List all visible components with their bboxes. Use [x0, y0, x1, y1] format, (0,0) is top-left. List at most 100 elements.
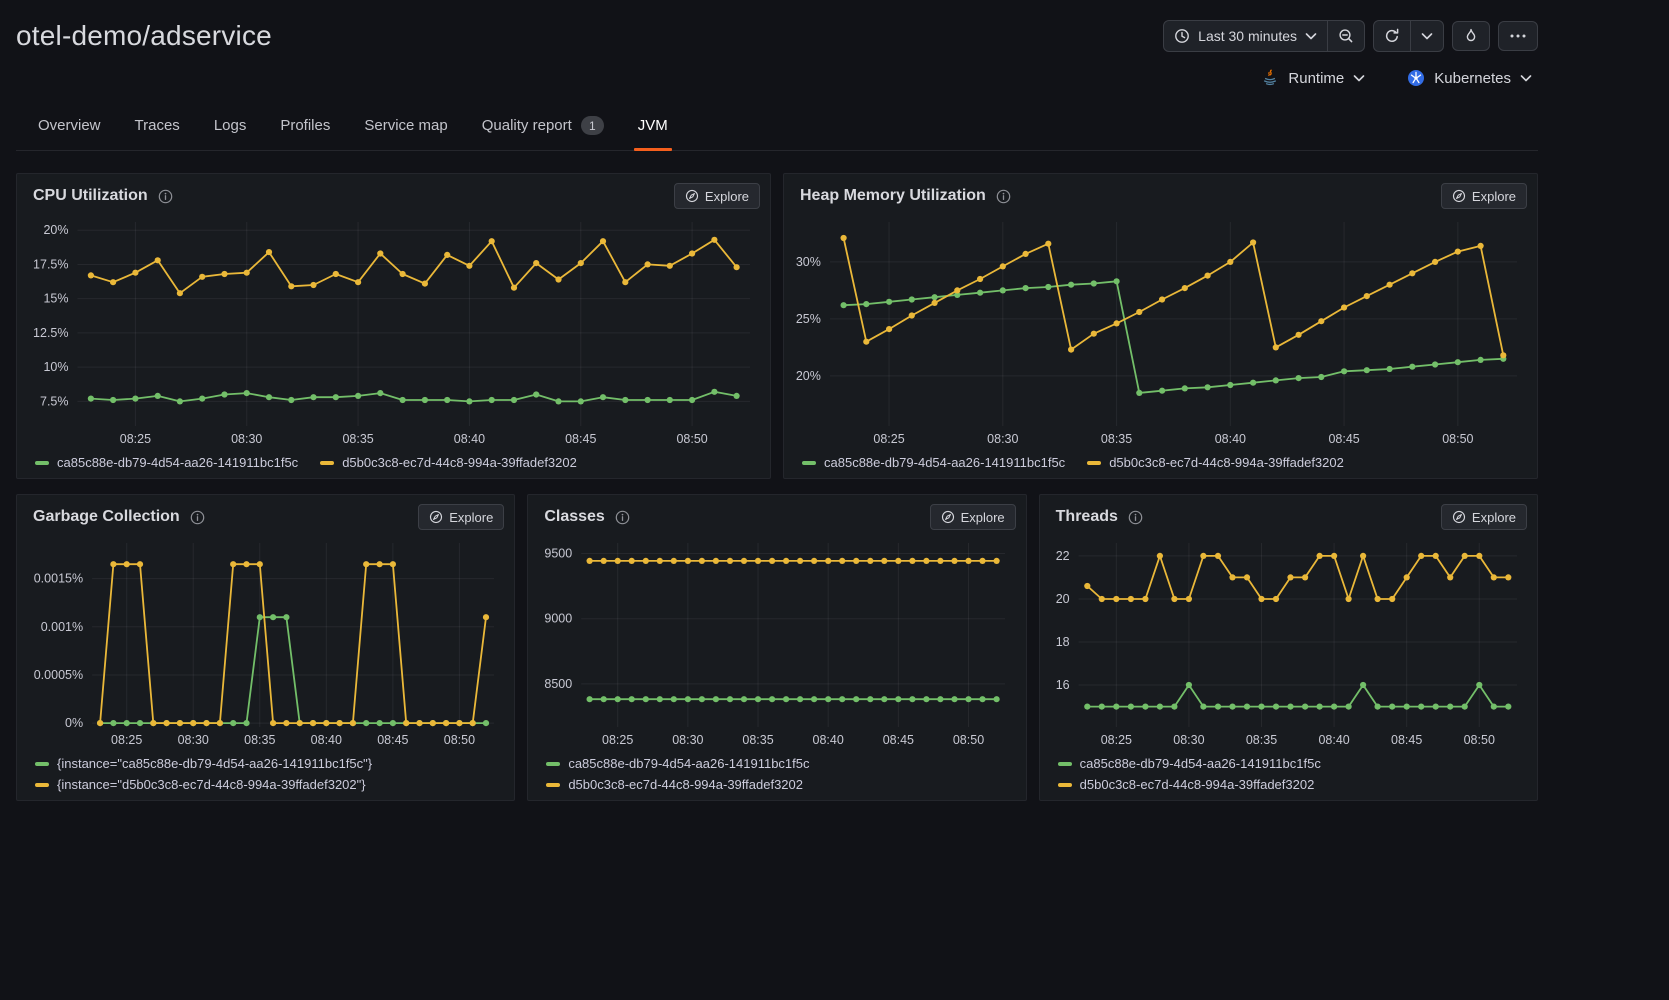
explore-button[interactable]: Explore [673, 183, 760, 209]
refresh-interval-dropdown[interactable] [1410, 21, 1443, 51]
flame-icon [1463, 28, 1479, 44]
legend-item[interactable]: d5b0c3c8-ec7d-44c8-994a-39ffadef3202 [546, 777, 803, 792]
compass-icon [1452, 510, 1466, 524]
cpu-utilization-plot: 08:25 08:30 08:35 08:40 08:45 08:50 7.5% 10% 12.… [33, 222, 750, 446]
explore-label: Explore [449, 509, 494, 525]
tab-service-map[interactable]: Service map [350, 104, 461, 150]
svg-text:20%: 20% [796, 369, 821, 383]
panel-header: Garbage Collection Explore [27, 501, 505, 533]
tab-label: Traces [134, 117, 180, 134]
svg-text:08:35: 08:35 [244, 733, 275, 747]
grafana-dashboard-page: otel-demo/adservice Last 30 minutes [0, 0, 1669, 801]
svg-text:9500: 9500 [545, 546, 573, 560]
panel-heap-memory-utilization: Heap Memory Utilization Explore 08:25 08:30… [783, 173, 1538, 479]
svg-text:08:30: 08:30 [987, 432, 1018, 446]
tab-jvm[interactable]: JVM [624, 104, 682, 151]
more-options-button[interactable] [1498, 21, 1538, 51]
info-icon[interactable] [190, 510, 205, 525]
svg-text:0.001%: 0.001% [41, 620, 83, 634]
panel-title: Garbage Collection [33, 508, 180, 525]
info-icon[interactable] [1128, 510, 1143, 525]
svg-text:08:30: 08:30 [178, 733, 209, 747]
cpu-utilization-chart[interactable]: 08:25 08:30 08:35 08:40 08:45 08:50 7.5% 10% 12.… [27, 212, 760, 450]
explore-button[interactable]: Explore [1440, 183, 1527, 209]
legend-item[interactable]: d5b0c3c8-ec7d-44c8-994a-39ffadef3202 [1057, 777, 1315, 792]
info-icon[interactable] [996, 189, 1011, 204]
tab-logs[interactable]: Logs [200, 104, 261, 150]
info-icon[interactable] [615, 510, 630, 525]
svg-text:9000: 9000 [545, 612, 573, 626]
legend-item[interactable]: ca85c88e-db79-4d54-aa26-141911bc1f5c [802, 455, 1065, 470]
svg-text:08:30: 08:30 [231, 432, 262, 446]
svg-text:08:25: 08:25 [873, 432, 904, 446]
svg-text:20: 20 [1055, 592, 1069, 606]
panel-legend: ca85c88e-db79-4d54-aa26-141911bc1f5c d5b0… [794, 450, 1527, 470]
svg-text:18: 18 [1055, 635, 1069, 649]
svg-text:15%: 15% [43, 292, 68, 306]
panel-title: Classes [544, 508, 605, 525]
explore-button[interactable]: Explore [1440, 504, 1527, 530]
garbage-collection-chart[interactable]: 08:25 08:30 08:35 08:40 08:45 08:50 0% 0.0005% 0… [27, 533, 504, 751]
kubernetes-selector[interactable]: Kubernetes [1401, 68, 1538, 88]
java-icon [1261, 69, 1279, 87]
panel-legend: ca85c88e-db79-4d54-aa26-141911bc1f5c d5b0… [538, 751, 1015, 792]
panel-classes: Classes Explore 08:25 08:30 08:35 08:40 08:45 0… [527, 494, 1027, 801]
chevron-down-icon [1421, 32, 1433, 40]
legend-item[interactable]: d5b0c3c8-ec7d-44c8-994a-39ffadef3202 [320, 455, 577, 470]
panel-legend: {instance="ca85c88e-db79-4d54-aa26-14191… [27, 751, 504, 792]
heap-memory-utilization-chart[interactable]: 08:25 08:30 08:35 08:40 08:45 08:50 20% 25% 30% [794, 212, 1527, 450]
refresh-button[interactable] [1374, 21, 1410, 51]
tab-label: Overview [38, 117, 101, 134]
legend-marker [546, 782, 561, 787]
svg-text:08:35: 08:35 [1101, 432, 1132, 446]
compass-icon [685, 189, 699, 203]
page-header: otel-demo/adservice Last 30 minutes [0, 0, 1669, 52]
panel-header: Classes Explore [538, 501, 1016, 533]
legend-item[interactable]: d5b0c3c8-ec7d-44c8-994a-39ffadef3202 [1087, 455, 1344, 470]
threads-chart[interactable]: 08:25 08:30 08:35 08:40 08:45 08:50 16 18 20 22 [1050, 533, 1527, 751]
svg-text:08:40: 08:40 [454, 432, 485, 446]
legend-label: ca85c88e-db79-4d54-aa26-141911bc1f5c [1079, 756, 1321, 771]
scope-selectors: Runtime Kubernetes [0, 52, 1669, 88]
flame-button[interactable] [1452, 21, 1490, 51]
time-controls-group: Last 30 minutes [1163, 20, 1365, 52]
legend-item[interactable]: {instance="ca85c88e-db79-4d54-aa26-14191… [35, 756, 372, 771]
svg-text:08:50: 08:50 [1442, 432, 1473, 446]
explore-button[interactable]: Explore [418, 504, 505, 530]
svg-text:08:25: 08:25 [1100, 733, 1131, 747]
kubernetes-icon [1407, 69, 1425, 87]
compass-icon [941, 510, 955, 524]
explore-button[interactable]: Explore [929, 504, 1016, 530]
tab-profiles[interactable]: Profiles [266, 104, 344, 150]
tab-label: Profiles [280, 117, 331, 134]
tab-traces[interactable]: Traces [121, 104, 194, 150]
tab-overview[interactable]: Overview [24, 104, 115, 150]
svg-text:17.5%: 17.5% [33, 257, 68, 271]
zoom-out-button[interactable] [1327, 21, 1364, 51]
svg-text:08:30: 08:30 [673, 733, 704, 747]
panel-title: Threads [1055, 508, 1118, 525]
classes-chart[interactable]: 08:25 08:30 08:35 08:40 08:45 08:50 8500 9000 95… [538, 533, 1015, 751]
svg-text:0.0005%: 0.0005% [34, 668, 83, 682]
legend-marker [1087, 460, 1102, 465]
legend-item[interactable]: {instance="d5b0c3c8-ec7d-44c8-994a-39ffa… [35, 777, 366, 792]
legend-item[interactable]: ca85c88e-db79-4d54-aa26-141911bc1f5c [35, 455, 298, 470]
tab-quality-report[interactable]: Quality report 1 [468, 104, 618, 150]
dashboard-grid: CPU Utilization Explore 08:25 08:30 08:35 08:… [16, 173, 1538, 801]
legend-marker [1057, 782, 1072, 787]
threads-plot: 08:25 08:30 08:35 08:40 08:45 08:50 16 18 20 22 [1055, 543, 1517, 747]
legend-label: d5b0c3c8-ec7d-44c8-994a-39ffadef3202 [1079, 777, 1315, 792]
info-icon[interactable] [158, 189, 173, 204]
svg-text:08:35: 08:35 [342, 432, 373, 446]
time-range-picker[interactable]: Last 30 minutes [1164, 21, 1327, 51]
legend-item[interactable]: ca85c88e-db79-4d54-aa26-141911bc1f5c [1057, 756, 1321, 771]
svg-text:22: 22 [1055, 549, 1069, 563]
panel-title: CPU Utilization [33, 187, 148, 204]
runtime-selector[interactable]: Runtime [1255, 68, 1371, 88]
legend-label: d5b0c3c8-ec7d-44c8-994a-39ffadef3202 [342, 455, 577, 470]
legend-label: ca85c88e-db79-4d54-aa26-141911bc1f5c [568, 756, 810, 771]
panel-header: CPU Utilization Explore [27, 180, 760, 212]
legend-item[interactable]: ca85c88e-db79-4d54-aa26-141911bc1f5c [546, 756, 810, 771]
chevron-down-icon [1520, 74, 1532, 82]
panel-legend: ca85c88e-db79-4d54-aa26-141911bc1f5c d5b0… [1050, 751, 1527, 792]
